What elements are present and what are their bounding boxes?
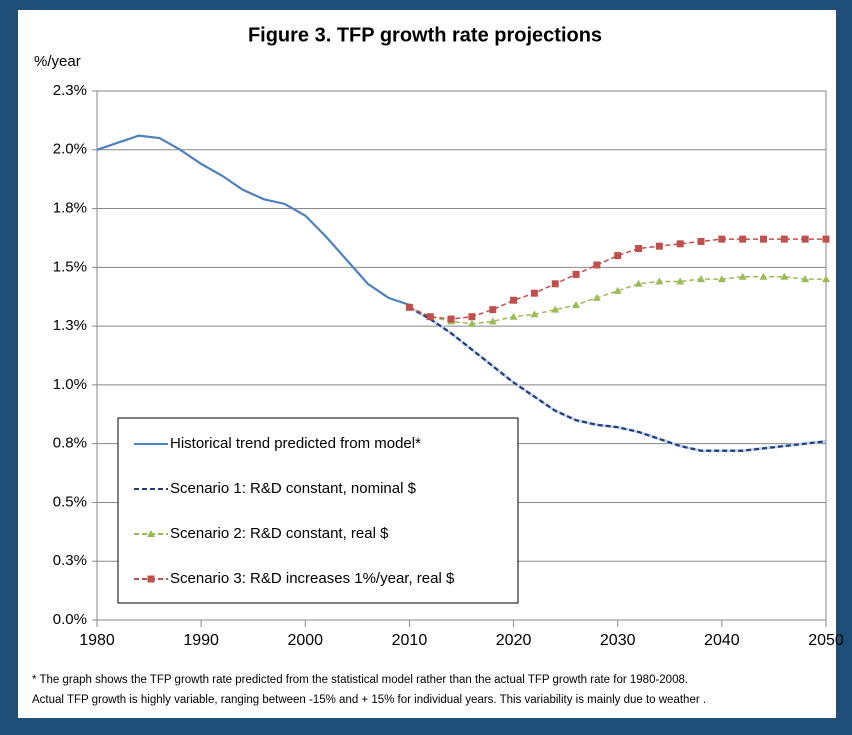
marker: [780, 235, 788, 243]
marker: [426, 313, 434, 321]
x-tick-label: 2040: [704, 632, 740, 649]
marker: [468, 313, 476, 321]
series-line: [409, 275, 826, 325]
x-tick-label: 2010: [392, 632, 428, 649]
marker: [613, 286, 622, 294]
chart-panel: [18, 10, 836, 718]
y-tick-label: 0.3%: [53, 552, 87, 569]
marker: [510, 296, 518, 304]
y-axis-label: %/year: [34, 53, 81, 70]
marker: [739, 235, 747, 243]
x-tick-label: 2050: [808, 632, 844, 649]
marker: [614, 252, 622, 260]
marker: [655, 242, 663, 250]
marker: [530, 310, 539, 318]
legend-label: Scenario 1: R&D constant, nominal $: [170, 480, 417, 497]
marker: [697, 275, 706, 283]
x-tick-label: 2020: [496, 632, 532, 649]
marker: [718, 235, 726, 243]
marker: [634, 279, 643, 287]
marker: [822, 275, 830, 283]
marker: [572, 300, 581, 308]
footnote: * The graph shows the TFP growth rate pr…: [32, 674, 688, 686]
y-tick-label: 0.8%: [53, 435, 87, 452]
marker: [447, 315, 455, 323]
legend-label: Scenario 3: R&D increases 1%/year, real …: [170, 570, 455, 587]
y-tick-label: 2.0%: [53, 141, 87, 158]
marker: [822, 235, 830, 243]
marker: [405, 303, 413, 311]
marker: [717, 275, 726, 283]
marker: [593, 261, 601, 269]
marker: [780, 272, 789, 280]
x-tick-label: 2000: [287, 632, 323, 649]
y-tick-label: 2.3%: [53, 82, 87, 99]
y-tick-label: 1.0%: [53, 376, 87, 393]
legend-label: Historical trend predicted from model*: [170, 435, 421, 452]
y-tick-label: 1.8%: [53, 200, 87, 217]
marker: [697, 237, 705, 245]
marker: [655, 277, 664, 285]
y-tick-label: 1.5%: [53, 258, 87, 275]
legend-label: Scenario 2: R&D constant, real $: [170, 525, 389, 542]
marker: [801, 275, 810, 283]
marker: [530, 289, 538, 297]
marker: [635, 245, 643, 253]
marker: [467, 319, 476, 327]
series-line: [409, 238, 826, 320]
marker: [551, 305, 560, 313]
marker: [147, 530, 155, 537]
marker: [676, 277, 685, 285]
y-tick-label: 1.3%: [53, 317, 87, 334]
marker: [801, 235, 809, 243]
marker: [760, 235, 768, 243]
y-tick-label: 0.5%: [53, 493, 87, 510]
y-tick-label: 0.0%: [53, 611, 87, 628]
legend: [117, 417, 519, 604]
marker: [738, 272, 747, 280]
marker: [676, 240, 684, 248]
series-line: [408, 306, 827, 452]
marker: [759, 272, 768, 280]
series-line: [96, 134, 410, 306]
x-tick-label: 2030: [600, 632, 636, 649]
x-tick-label: 1990: [183, 632, 219, 649]
x-tick-label: 1980: [79, 632, 115, 649]
marker: [488, 317, 497, 325]
chart-title: Figure 3. TFP growth rate projections: [248, 24, 602, 46]
marker: [551, 280, 559, 288]
marker: [572, 270, 580, 278]
marker: [147, 575, 155, 583]
marker: [592, 293, 601, 301]
footnote: Actual TFP growth is highly variable, ra…: [32, 694, 706, 706]
marker: [489, 306, 497, 314]
marker: [509, 312, 518, 320]
